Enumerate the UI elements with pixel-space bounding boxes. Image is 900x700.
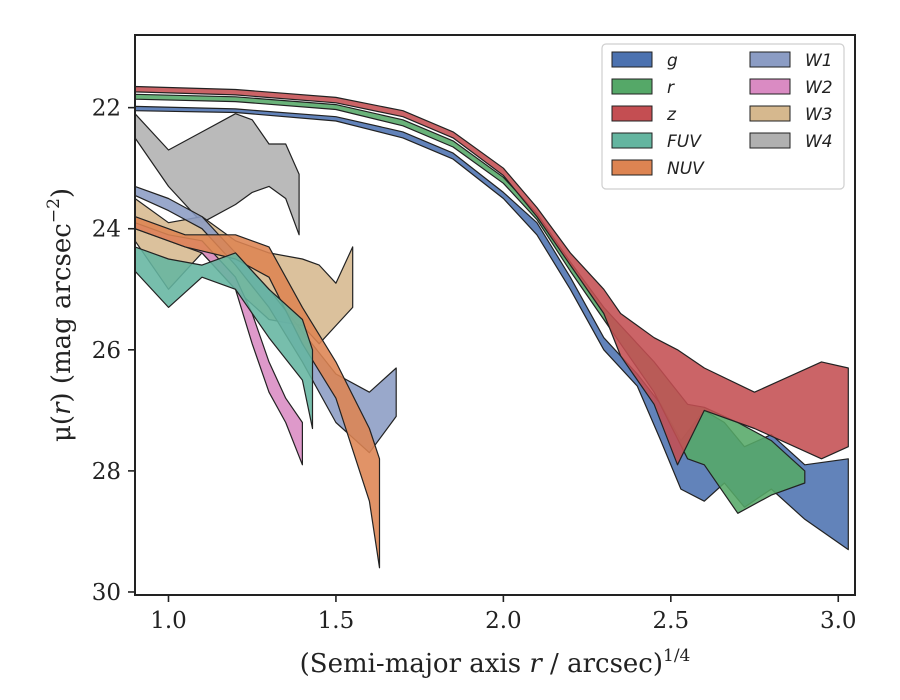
x-axis-label: (Semi-major axis r / arcsec)1/4 bbox=[300, 646, 691, 679]
legend-label-fuv: FUV bbox=[667, 132, 702, 152]
legend-swatch-g bbox=[611, 51, 653, 68]
legend-label-w1: W1 bbox=[805, 51, 833, 71]
axis-ticks: 1.0 1.5 2.0 2.5 3.0 22 24 26 28 30 bbox=[92, 96, 857, 634]
legend-swatch-z bbox=[611, 105, 653, 122]
x-tick-label: 1.5 bbox=[318, 608, 355, 634]
legend-swatch-w2 bbox=[749, 78, 791, 95]
series-band-nuv bbox=[134, 216, 381, 569]
legend-label-nuv: NUV bbox=[667, 159, 705, 179]
legend-swatch-w1 bbox=[749, 51, 791, 68]
series-band-fuv bbox=[134, 246, 314, 430]
legend-label-z: z bbox=[666, 105, 677, 125]
y-tick-label: 22 bbox=[92, 96, 121, 122]
plot-frame bbox=[134, 34, 856, 596]
y-tick-label: 30 bbox=[92, 580, 121, 606]
y-tick-label: 24 bbox=[92, 217, 121, 243]
legend-swatch-nuv bbox=[611, 159, 653, 176]
legend-swatch-w4 bbox=[749, 132, 791, 149]
legend-label-r: r bbox=[667, 78, 675, 98]
legend-label-w2: W2 bbox=[805, 78, 833, 98]
x-tick-label: 3.0 bbox=[820, 608, 857, 634]
legend-label-w3: W3 bbox=[805, 105, 833, 125]
x-tick-label: 2.5 bbox=[653, 608, 690, 634]
legend-swatch-fuv bbox=[611, 132, 653, 149]
x-tick-label: 2.0 bbox=[485, 608, 522, 634]
legend: grz FUV NUV W1 W2 W3 W4 bbox=[601, 43, 845, 190]
x-tick-label: 1.0 bbox=[150, 608, 187, 634]
series-areas bbox=[134, 85, 849, 569]
series-band-z bbox=[134, 85, 849, 466]
y-axis-label: μ(r) (mag arcsec−2) bbox=[44, 188, 77, 442]
legend-label-g: g bbox=[667, 51, 678, 71]
legend-label-w4: W4 bbox=[805, 132, 833, 152]
legend-swatch-w3 bbox=[749, 105, 791, 122]
legend-swatch-r bbox=[611, 78, 653, 95]
y-tick-label: 28 bbox=[92, 459, 121, 485]
y-tick-label: 26 bbox=[92, 338, 121, 364]
